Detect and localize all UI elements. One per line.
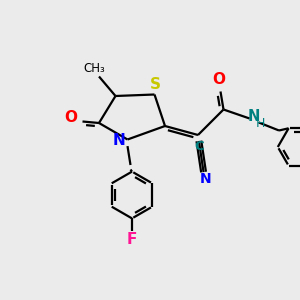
Text: S: S — [150, 77, 161, 92]
Text: CH₃: CH₃ — [84, 61, 105, 75]
Text: F: F — [127, 232, 137, 247]
Text: H: H — [256, 117, 266, 130]
Text: N: N — [113, 133, 125, 148]
Text: N: N — [247, 109, 260, 124]
Text: O: O — [212, 72, 226, 87]
Text: O: O — [64, 110, 77, 125]
Text: C: C — [195, 140, 204, 153]
Text: N: N — [199, 172, 211, 186]
